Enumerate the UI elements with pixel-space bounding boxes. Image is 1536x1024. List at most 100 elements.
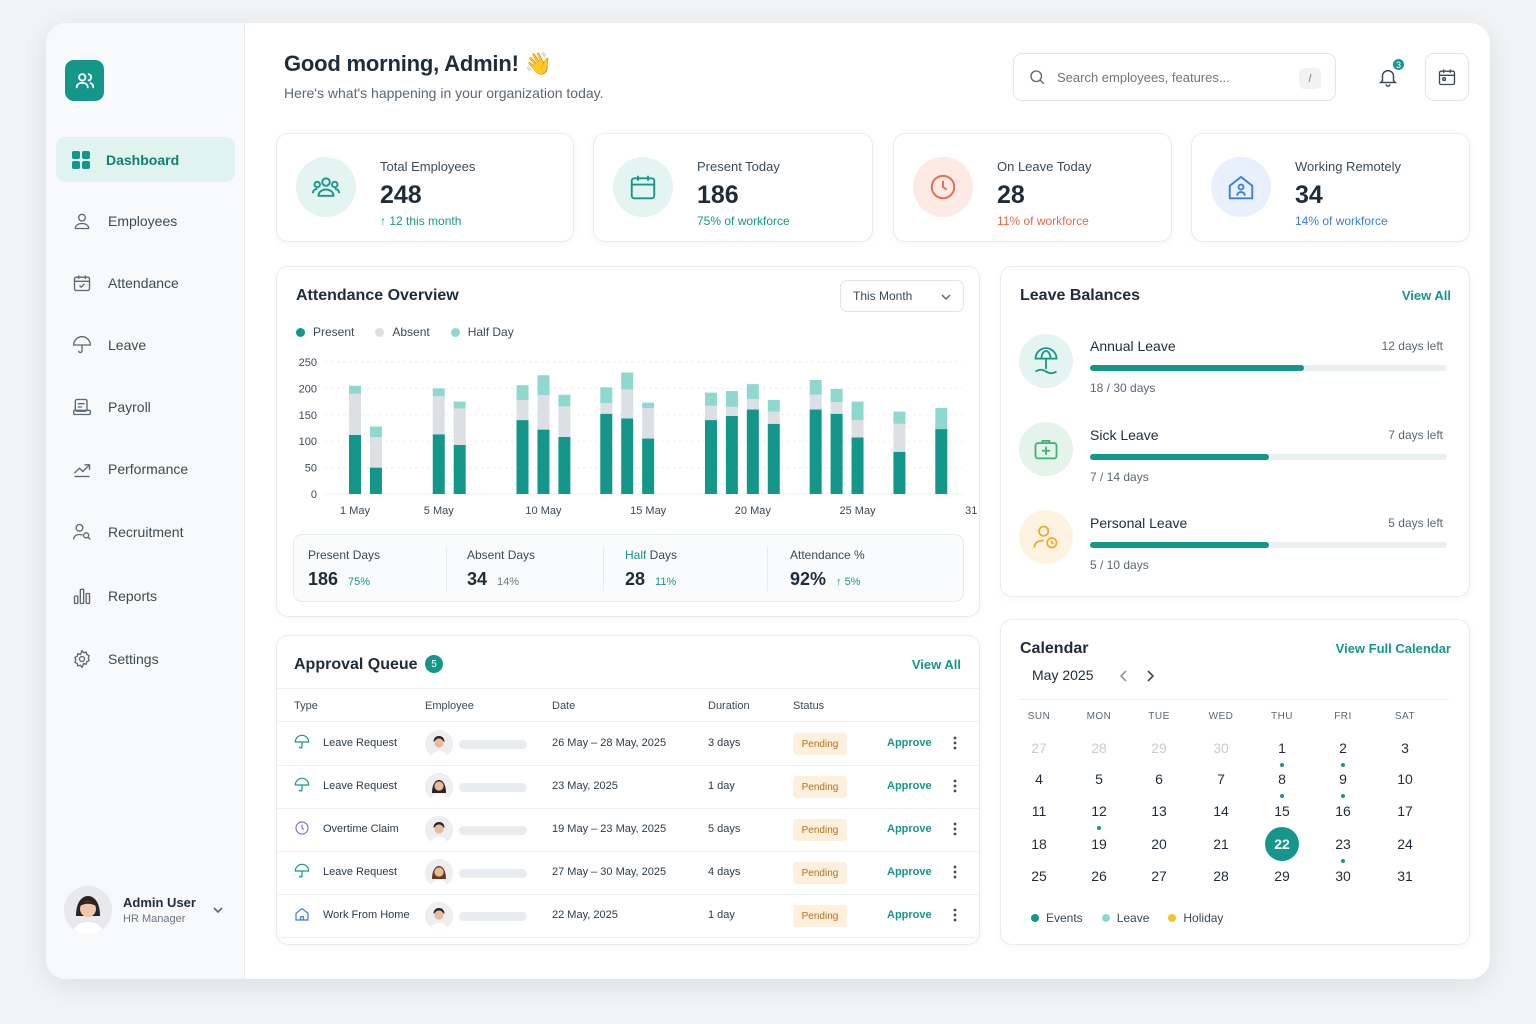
y-tick-label: 250: [299, 357, 317, 369]
legend-item-half-day: Half Day: [450, 325, 514, 339]
calendar-day[interactable]: 19: [1091, 836, 1107, 852]
chevron-right-icon[interactable]: [1144, 669, 1156, 683]
sidebar-item-employees[interactable]: Employees: [56, 198, 235, 243]
calendar-day[interactable]: 8: [1278, 771, 1286, 787]
sidebar-item-recruitment[interactable]: Recruitment: [56, 509, 235, 554]
calendar-day[interactable]: 26: [1091, 868, 1107, 884]
calendar-day[interactable]: 28: [1213, 868, 1229, 884]
leave-view-all-link[interactable]: View All: [1401, 288, 1451, 303]
more-options-icon[interactable]: [952, 735, 958, 751]
approval-view-all-link[interactable]: View All: [911, 657, 961, 672]
employee-avatar: [425, 902, 453, 930]
bar-absent: [851, 420, 864, 438]
request-type: Overtime Claim: [323, 823, 399, 835]
period-select[interactable]: This Month: [840, 280, 964, 312]
calendar-day-today[interactable]: 22: [1265, 827, 1299, 861]
calendar-day[interactable]: 20: [1151, 836, 1167, 852]
approve-button[interactable]: Approve: [887, 909, 932, 921]
table-row[interactable]: Work From Home 22 May, 2025 1 day Pending Ap…: [277, 895, 979, 938]
chevron-left-icon[interactable]: [1118, 669, 1130, 683]
calendar-day[interactable]: 12: [1091, 803, 1107, 819]
calendar-check-icon: [73, 275, 91, 291]
more-options-icon[interactable]: [952, 907, 958, 923]
sidebar-item-label: Performance: [108, 460, 189, 477]
sidebar-item-payroll[interactable]: Payroll: [56, 384, 235, 429]
table-row[interactable]: Leave Request 23 May, 2025 1 day Pending App…: [277, 766, 979, 809]
calendar-day[interactable]: 28: [1091, 740, 1107, 756]
calendar-day[interactable]: 10: [1397, 771, 1413, 787]
sidebar-item-reports[interactable]: Reports: [56, 573, 235, 618]
calendar-day[interactable]: 30: [1213, 740, 1229, 756]
calendar-day[interactable]: 29: [1274, 868, 1290, 884]
table-row[interactable]: Leave Request 27 May – 30 May, 2025 4 days…: [277, 852, 979, 895]
calendar-day[interactable]: 21: [1213, 836, 1229, 852]
table-row[interactable]: Overtime Claim 19 May – 23 May, 2025 5 day…: [277, 809, 979, 852]
calendar-day[interactable]: 3: [1401, 740, 1409, 756]
stat-card-on-leave-today[interactable]: On Leave Today 28 11% of workforce: [893, 133, 1172, 242]
more-options-icon[interactable]: [952, 864, 958, 880]
sidebar-item-dashboard[interactable]: Dashboard: [56, 137, 235, 182]
sidebar: Dashboard Employees Attendance Leave Pay…: [46, 23, 245, 979]
calendar-day[interactable]: 23: [1335, 836, 1351, 852]
sidebar-item-settings[interactable]: Settings: [56, 636, 235, 681]
stat-card-present-today[interactable]: Present Today 186 75% of workforce: [593, 133, 873, 242]
legend-item-leave: Leave: [1101, 911, 1149, 925]
calendar-day[interactable]: 4: [1035, 771, 1043, 787]
sidebar-item-label: Dashboard: [106, 151, 180, 168]
calendar-day[interactable]: 25: [1031, 868, 1047, 884]
leave-type-name: Personal Leave: [1090, 515, 1188, 531]
table-row[interactable]: Leave Request 26 May – 28 May, 2025 3 days…: [277, 723, 979, 766]
column-header-employee: Employee: [425, 700, 474, 712]
calendar-day[interactable]: 30: [1335, 868, 1351, 884]
calendar-day[interactable]: 27: [1031, 740, 1047, 756]
approve-button[interactable]: Approve: [887, 823, 932, 835]
calendar-day[interactable]: 18: [1031, 836, 1047, 852]
bar-half-day: [349, 385, 361, 394]
calendar-day[interactable]: 7: [1217, 771, 1225, 787]
approve-button[interactable]: Approve: [887, 780, 932, 792]
calendar-day[interactable]: 15: [1274, 803, 1290, 819]
calendar-day[interactable]: 24: [1397, 836, 1413, 852]
calendar-day[interactable]: 16: [1335, 803, 1351, 819]
calendar-day[interactable]: 1: [1278, 740, 1286, 756]
more-options-icon[interactable]: [952, 821, 958, 837]
request-type: Leave Request: [323, 737, 397, 749]
stat-card-working-remotely[interactable]: Working Remotely 34 14% of workforce: [1191, 133, 1470, 242]
calendar-day[interactable]: 17: [1397, 803, 1413, 819]
bar-half-day: [725, 391, 738, 407]
bar-absent: [432, 396, 445, 435]
calendar-day[interactable]: 31: [1397, 868, 1413, 884]
home-icon: [294, 906, 310, 925]
approve-button[interactable]: Approve: [887, 737, 932, 749]
approve-button[interactable]: Approve: [887, 866, 932, 878]
stat-value: 186: [697, 181, 739, 209]
more-options-icon[interactable]: [952, 778, 958, 794]
calendar-button[interactable]: [1425, 53, 1469, 101]
stat-card-total-employees[interactable]: Total Employees 248 ↑ 12 this month: [276, 133, 574, 242]
bar-half-day: [453, 401, 466, 409]
calendar-day[interactable]: 13: [1151, 803, 1167, 819]
stat-label: On Leave Today: [997, 159, 1092, 174]
calendar-day[interactable]: 29: [1151, 740, 1167, 756]
calendar-day[interactable]: 5: [1095, 771, 1103, 787]
sidebar-item-leave[interactable]: Leave: [56, 322, 235, 367]
calendar-day[interactable]: 27: [1151, 868, 1167, 884]
sidebar-item-performance[interactable]: Performance: [56, 446, 235, 491]
calendar-day[interactable]: 6: [1155, 771, 1163, 787]
search-input[interactable]: [1057, 69, 1287, 85]
bar-present: [349, 434, 361, 494]
app-logo[interactable]: [65, 60, 104, 101]
y-tick-label: 150: [299, 410, 317, 422]
calendar-day[interactable]: 9: [1339, 771, 1347, 787]
approval-queue-card: Approval Queue 5 View All Type Employee …: [276, 635, 980, 945]
user-profile-menu[interactable]: Admin User HR Manager: [64, 885, 230, 935]
notifications-button[interactable]: 3: [1372, 57, 1406, 93]
view-full-calendar-link[interactable]: View Full Calendar: [1335, 641, 1451, 656]
chevron-down-icon[interactable]: [212, 904, 224, 916]
calendar-day[interactable]: 11: [1031, 803, 1047, 819]
column-header-type: Type: [294, 700, 318, 712]
calendar-day[interactable]: 14: [1213, 803, 1229, 819]
sidebar-item-attendance[interactable]: Attendance: [56, 260, 235, 305]
search-bar[interactable]: /: [1013, 53, 1336, 101]
calendar-day[interactable]: 2: [1339, 740, 1347, 756]
